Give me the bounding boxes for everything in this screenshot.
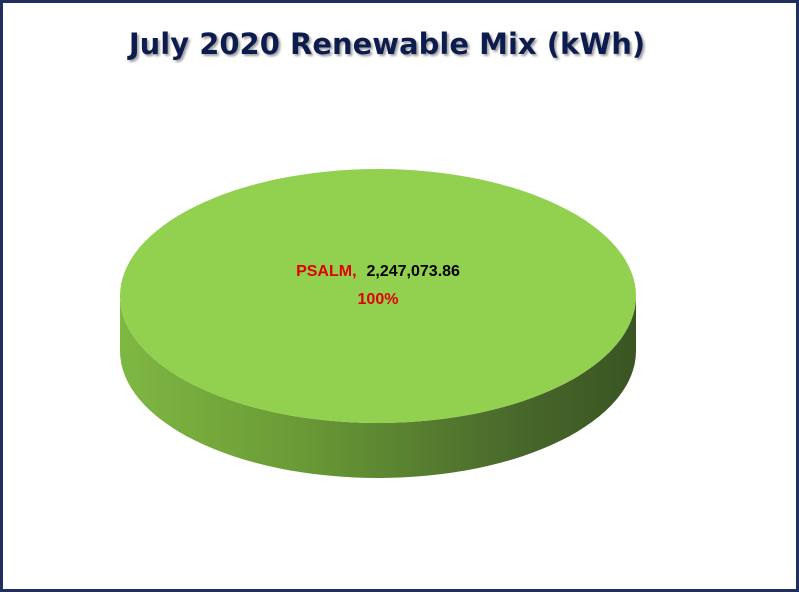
percent-label: 100% xyxy=(358,291,399,308)
pie-slice xyxy=(120,169,636,423)
label-separator: , xyxy=(352,263,356,280)
pie-side xyxy=(120,296,636,478)
chart-title: July 2020 Renewable Mix (kWh) xyxy=(127,27,645,61)
value-label: 2,247,073.86 xyxy=(367,263,461,280)
data-label: PSALM, 2,247,073.86 xyxy=(296,263,460,280)
category-label: PSALM xyxy=(296,263,352,280)
